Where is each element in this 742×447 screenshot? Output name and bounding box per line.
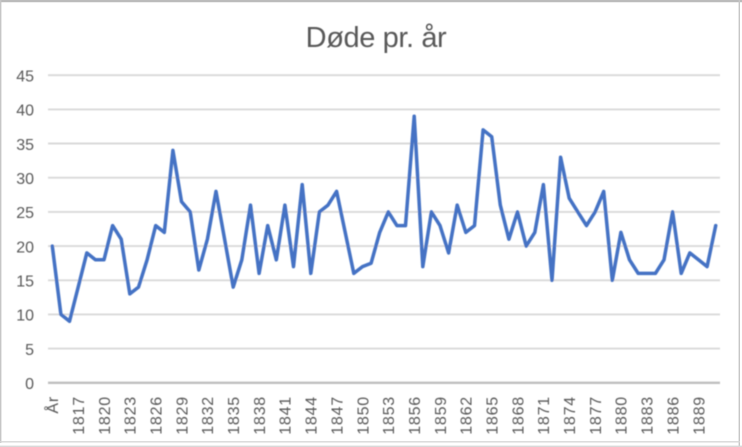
svg-text:15: 15 xyxy=(16,274,34,291)
svg-text:1871: 1871 xyxy=(536,396,553,435)
svg-text:1874: 1874 xyxy=(562,396,579,435)
svg-text:1829: 1829 xyxy=(174,396,191,435)
svg-text:1823: 1823 xyxy=(123,396,140,435)
svg-text:1850: 1850 xyxy=(355,396,372,435)
svg-text:5: 5 xyxy=(25,342,34,359)
svg-text:1820: 1820 xyxy=(97,396,114,435)
svg-text:1838: 1838 xyxy=(252,396,269,435)
svg-text:40: 40 xyxy=(16,103,34,120)
svg-text:1826: 1826 xyxy=(149,396,166,435)
svg-text:25: 25 xyxy=(16,205,34,222)
svg-text:1859: 1859 xyxy=(433,396,450,435)
svg-text:30: 30 xyxy=(16,171,34,188)
svg-text:45: 45 xyxy=(16,69,34,86)
svg-text:1817: 1817 xyxy=(71,396,88,435)
svg-text:1853: 1853 xyxy=(381,396,398,435)
svg-text:1832: 1832 xyxy=(200,396,217,435)
svg-text:10: 10 xyxy=(16,308,34,325)
svg-text:År: År xyxy=(43,396,62,414)
svg-text:1880: 1880 xyxy=(614,396,631,435)
svg-text:35: 35 xyxy=(16,137,34,154)
svg-text:1835: 1835 xyxy=(226,396,243,435)
svg-text:1847: 1847 xyxy=(329,396,346,435)
svg-text:Døde pr. år: Døde pr. år xyxy=(306,22,447,54)
svg-text:1844: 1844 xyxy=(304,396,321,435)
svg-text:1889: 1889 xyxy=(691,396,708,435)
svg-text:0: 0 xyxy=(25,376,34,393)
svg-text:1886: 1886 xyxy=(665,396,682,435)
svg-text:1868: 1868 xyxy=(510,396,527,435)
svg-text:1877: 1877 xyxy=(588,396,605,435)
svg-text:1841: 1841 xyxy=(278,396,295,435)
svg-text:1862: 1862 xyxy=(459,396,476,435)
svg-text:1856: 1856 xyxy=(407,396,424,435)
svg-text:1883: 1883 xyxy=(640,396,657,435)
svg-text:1865: 1865 xyxy=(485,396,502,435)
svg-text:20: 20 xyxy=(16,239,34,256)
